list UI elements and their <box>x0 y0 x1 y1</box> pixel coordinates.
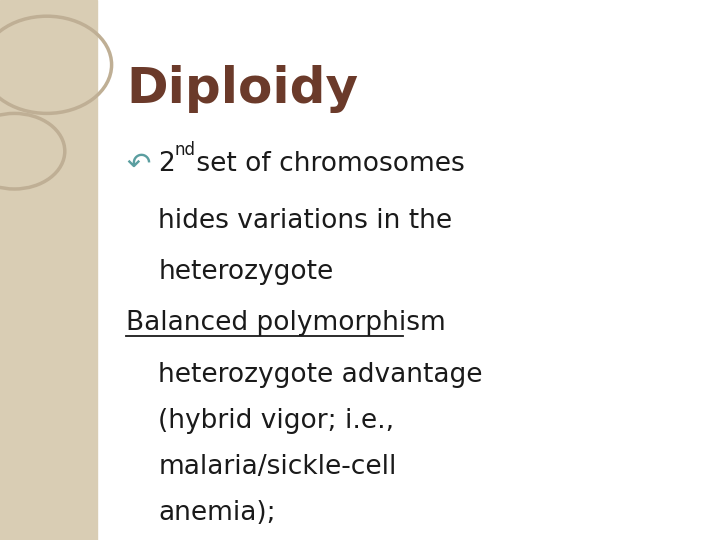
Text: (hybrid vigor; i.e.,: (hybrid vigor; i.e., <box>158 408 395 434</box>
Text: heterozygote: heterozygote <box>158 259 333 285</box>
Text: anemia);: anemia); <box>158 500 276 525</box>
Text: hides variations in the: hides variations in the <box>158 208 453 234</box>
Bar <box>0 0 97 540</box>
Text: 2: 2 <box>158 151 175 177</box>
Text: ↶: ↶ <box>126 151 150 179</box>
Text: malaria/sickle-cell: malaria/sickle-cell <box>158 454 397 480</box>
Text: Diploidy: Diploidy <box>126 65 358 113</box>
Text: Balanced polymorphism: Balanced polymorphism <box>126 310 446 336</box>
Text: nd: nd <box>174 141 195 159</box>
Text: set of chromosomes: set of chromosomes <box>188 151 464 177</box>
Text: heterozygote advantage: heterozygote advantage <box>158 362 483 388</box>
